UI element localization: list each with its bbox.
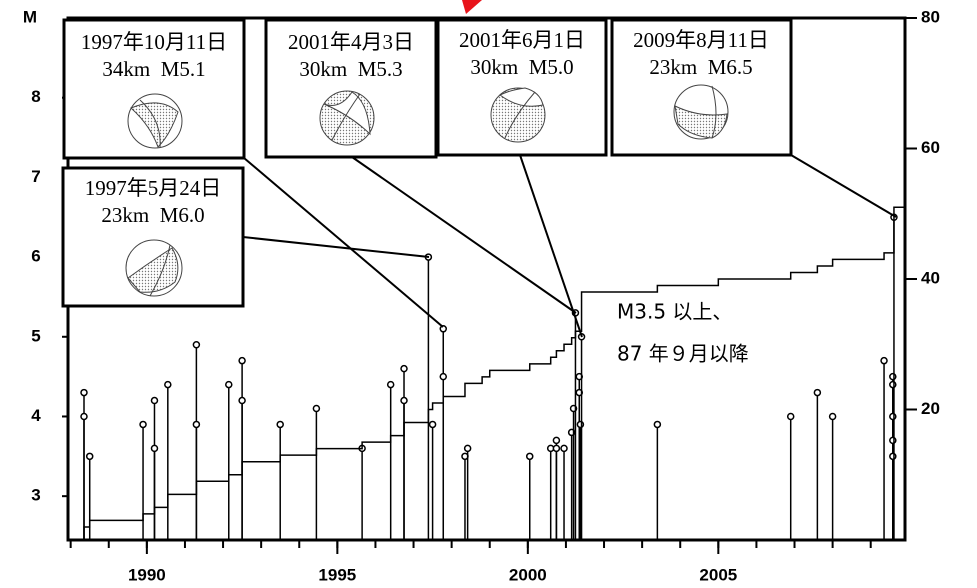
arrow (462, 0, 482, 14)
box-detail: 30km M5.0 (470, 55, 573, 79)
note: 87 年９月以降 (617, 342, 749, 366)
y-tick-label: 3 (31, 486, 40, 505)
y2-tick-label: 20 (921, 399, 940, 418)
annotation-box: 2009年8月11日 23km M6.5 (610, 18, 793, 157)
event-marker (164, 380, 172, 389)
box-date: 2001年6月1日 (459, 28, 585, 52)
event-marker (439, 325, 448, 333)
event-marker (828, 412, 837, 421)
y-tick-label: 7 (31, 167, 40, 186)
annotation-box: 1997年10月11日 34km M5.1 (62, 18, 246, 160)
y-axis-title: M (23, 7, 37, 26)
annotation-box: 2001年6月1日 30km M5.0 (436, 18, 608, 157)
leader-line (519, 154, 583, 338)
event-marker (80, 388, 88, 397)
event-marker (889, 372, 897, 381)
y-tick-label: 8 (31, 87, 40, 106)
x-tick-label: 1995 (318, 565, 356, 584)
box-detail: 30km M5.3 (299, 57, 402, 81)
event-marker (525, 452, 534, 461)
x-tick-label: 2000 (509, 565, 547, 584)
event-marker (428, 420, 437, 429)
event-marker (386, 380, 395, 389)
event-marker (400, 396, 408, 405)
leader-line (790, 154, 897, 218)
event-marker (80, 412, 88, 421)
y-tick-label: 4 (31, 406, 41, 425)
y2-tick-label: 80 (921, 7, 940, 26)
event-marker (192, 420, 201, 429)
event-marker (889, 412, 897, 421)
box-date: 1997年10月11日 (81, 30, 227, 54)
y-tick-label: 6 (31, 247, 40, 266)
event-marker (889, 436, 897, 445)
event-marker (150, 396, 159, 405)
event-marker (312, 404, 321, 413)
annotation-box: 1997年5月24日 23km M6.0 (61, 166, 245, 308)
event-marker (150, 444, 159, 453)
event-marker (813, 388, 822, 397)
event-marker (238, 396, 246, 405)
box-date: 2009年8月11日 (633, 28, 769, 52)
box-detail: 23km M6.0 (101, 203, 204, 227)
event-marker (238, 356, 246, 365)
event-marker (552, 444, 561, 453)
box-detail: 34km M5.1 (102, 57, 205, 81)
annotation-box: 2001年4月3日 30km M5.3 (264, 18, 438, 159)
event-marker (786, 412, 795, 421)
event-marker (225, 380, 233, 389)
x-tick-label: 1990 (128, 565, 166, 584)
event-marker (139, 420, 147, 429)
y2-tick-label: 40 (921, 268, 940, 287)
event-marker (653, 420, 662, 429)
box-date: 2001年4月3日 (288, 30, 414, 54)
box-date: 1997年5月24日 (85, 176, 222, 200)
leader-line (243, 157, 444, 328)
leader-line (351, 156, 577, 314)
x-tick-label: 2005 (699, 565, 737, 584)
event-marker (560, 444, 568, 453)
plot-area: 1990 1995 2000 2005 3 4 5 6 7 8 20 40 60 80 (31, 7, 940, 584)
event-marker (400, 364, 408, 373)
cumulative-line (68, 206, 905, 541)
leader-line (242, 236, 430, 258)
event-marker (576, 420, 585, 429)
event-marker (889, 380, 897, 389)
event-marker (880, 356, 888, 365)
event-marker (552, 436, 561, 445)
note: M3.5 以上、 (617, 300, 732, 324)
event-marker (889, 452, 897, 461)
box-detail: 23km M6.5 (649, 55, 752, 79)
event-marker (463, 444, 472, 453)
event-marker (439, 372, 448, 381)
event-marker (276, 420, 284, 429)
y2-tick-label: 60 (921, 138, 940, 157)
y-tick-label: 5 (31, 326, 40, 345)
event-marker (192, 340, 201, 349)
leaders (242, 154, 897, 338)
event-marker (85, 452, 94, 461)
